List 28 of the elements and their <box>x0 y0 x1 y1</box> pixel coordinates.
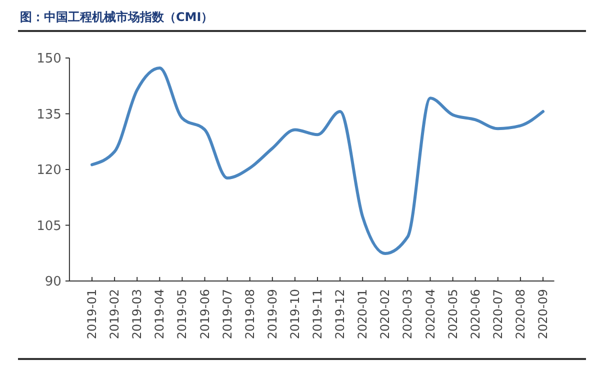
x-tick-label: 2019-09 <box>265 289 280 340</box>
x-tick-label: 2019-12 <box>333 289 348 340</box>
x-tick-label: 2020-07 <box>490 289 505 340</box>
x-tick-label: 2020-05 <box>446 289 460 340</box>
y-tick-label: 105 <box>36 218 62 234</box>
x-tick-label: 2020-01 <box>356 289 370 340</box>
y-tick-label: 90 <box>44 274 62 290</box>
x-tick-label: 2019-03 <box>130 289 144 340</box>
x-tick-label: 2019-02 <box>108 289 122 340</box>
x-tick-label: 2019-04 <box>152 289 167 340</box>
x-tick-label: 2020-06 <box>468 289 482 340</box>
y-tick-label: 135 <box>36 107 62 122</box>
line-series <box>90 66 544 255</box>
y-tick-label: 120 <box>36 163 62 178</box>
x-tick-label: 2019-05 <box>175 289 190 340</box>
x-tick-label: 2019-10 <box>288 289 302 340</box>
x-tick-label: 2020-04 <box>423 289 438 340</box>
x-tick-label: 2020-02 <box>378 289 392 340</box>
x-tick-label: 2019-06 <box>198 289 212 340</box>
chart-title: 图：中国工程机械市场指数（CMI） <box>20 10 214 24</box>
x-tick-label: 2019-08 <box>242 289 257 340</box>
y-tick-label: 150 <box>36 52 62 67</box>
x-tick-label: 2020-09 <box>536 289 550 340</box>
x-tick-label: 2019-11 <box>310 289 324 340</box>
x-tick-label: 2020-03 <box>400 289 415 340</box>
x-tick-label: 2019-01 <box>85 289 99 340</box>
x-tick-label: 2019-07 <box>220 289 234 340</box>
x-tick-label: 2020-08 <box>513 289 528 340</box>
